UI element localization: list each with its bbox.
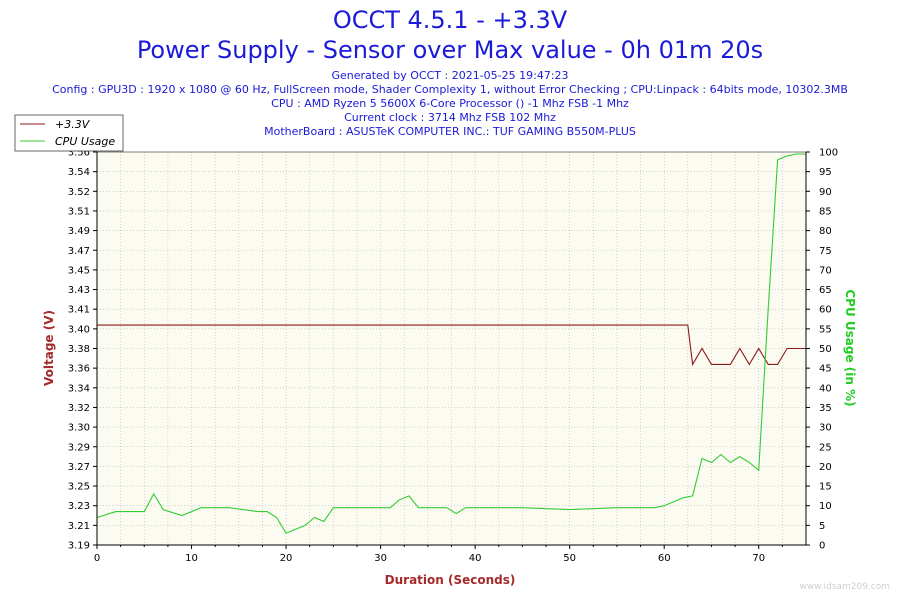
y2-tick-label: 75 (819, 246, 832, 257)
y2-tick-label: 30 (819, 423, 832, 434)
y-tick-label: 3.25 (68, 482, 90, 493)
y2-tick-label: 85 (819, 206, 832, 217)
y2-tick-label: 50 (819, 344, 832, 355)
y2-tick-label: 0 (819, 541, 825, 552)
y2-tick-label: 90 (819, 187, 832, 198)
y2-tick-label: 80 (819, 226, 832, 237)
x-tick-label: 70 (752, 553, 765, 564)
y2-tick-label: 25 (819, 442, 832, 453)
y2-tick-label: 55 (819, 324, 832, 335)
y2-tick-label: 65 (819, 285, 832, 296)
y-tick-label: 3.49 (68, 226, 90, 237)
y-axis-label: Voltage (V) (42, 310, 56, 386)
legend-entry-voltage: +3.3V (55, 118, 91, 131)
y2-tick-label: 70 (819, 265, 832, 276)
y2-tick-label: 40 (819, 383, 832, 394)
y-tick-label: 3.36 (68, 364, 90, 375)
y2-tick-label: 20 (819, 462, 832, 473)
y2-tick-label: 15 (819, 482, 832, 493)
x-tick-label: 50 (563, 553, 576, 564)
motherboard-info: MotherBoard : ASUSTeK COMPUTER INC.: TUF… (264, 125, 636, 138)
cpu-info: CPU : AMD Ryzen 5 5600X 6-Core Processor… (271, 97, 629, 110)
y-tick-label: 3.29 (68, 442, 90, 453)
x-tick-label: 0 (94, 553, 100, 564)
y-tick-label: 3.21 (68, 521, 90, 532)
x-tick-label: 20 (280, 553, 293, 564)
legend: +3.3V CPU Usage (14, 114, 124, 152)
y-tick-label: 3.41 (68, 305, 90, 316)
y2-tick-label: 100 (819, 148, 838, 159)
y2-tick-label: 95 (819, 167, 832, 178)
generated-info: Generated by OCCT : 2021-05-25 19:47:23 (331, 69, 569, 82)
y-tick-label: 3.52 (68, 187, 90, 198)
chart-title: OCCT 4.5.1 - +3.3V (332, 6, 568, 34)
y-tick-label: 3.23 (68, 501, 90, 512)
series-line-cpu (96, 153, 806, 534)
y-tick-label: 3.34 (68, 383, 90, 394)
y2-tick-label: 45 (819, 364, 832, 375)
y-tick-label: 3.47 (68, 246, 90, 257)
y-tick-label: 3.43 (68, 285, 90, 296)
y-tick-label: 3.45 (68, 265, 90, 276)
y-tick-label: 3.38 (68, 344, 90, 355)
x-axis-label: Duration (Seconds) (385, 573, 516, 587)
y-tick-label: 3.32 (68, 403, 90, 414)
y-tick-label: 3.40 (68, 324, 90, 335)
series-line-voltage (97, 324, 806, 367)
clock-info: Current clock : 3714 Mhz FSB 102 Mhz (344, 111, 556, 124)
y2-tick-label: 35 (819, 403, 832, 414)
x-tick-label: 40 (469, 553, 482, 564)
y-tick-label: 3.56 (68, 148, 90, 159)
y-tick-label: 3.19 (68, 541, 90, 552)
chart-subtitle: Power Supply - Sensor over Max value - 0… (136, 36, 764, 64)
watermark: www.idsam209.com (799, 582, 890, 592)
x-tick-label: 60 (658, 553, 671, 564)
y2-tick-label: 5 (819, 521, 825, 532)
y2-tick-label: 60 (819, 305, 832, 316)
y-tick-label: 3.51 (68, 206, 90, 217)
y2-tick-label: 10 (819, 501, 832, 512)
config-info: Config : GPU3D : 1920 x 1080 @ 60 Hz, Fu… (52, 83, 848, 96)
y-tick-label: 3.30 (68, 423, 90, 434)
legend-entry-cpu: CPU Usage (55, 135, 115, 148)
y-tick-label: 3.54 (68, 167, 90, 178)
y-tick-label: 3.27 (68, 462, 90, 473)
x-tick-label: 10 (185, 553, 198, 564)
x-tick-label: 30 (374, 553, 387, 564)
y2-axis-label: CPU Usage (in %) (843, 289, 857, 406)
